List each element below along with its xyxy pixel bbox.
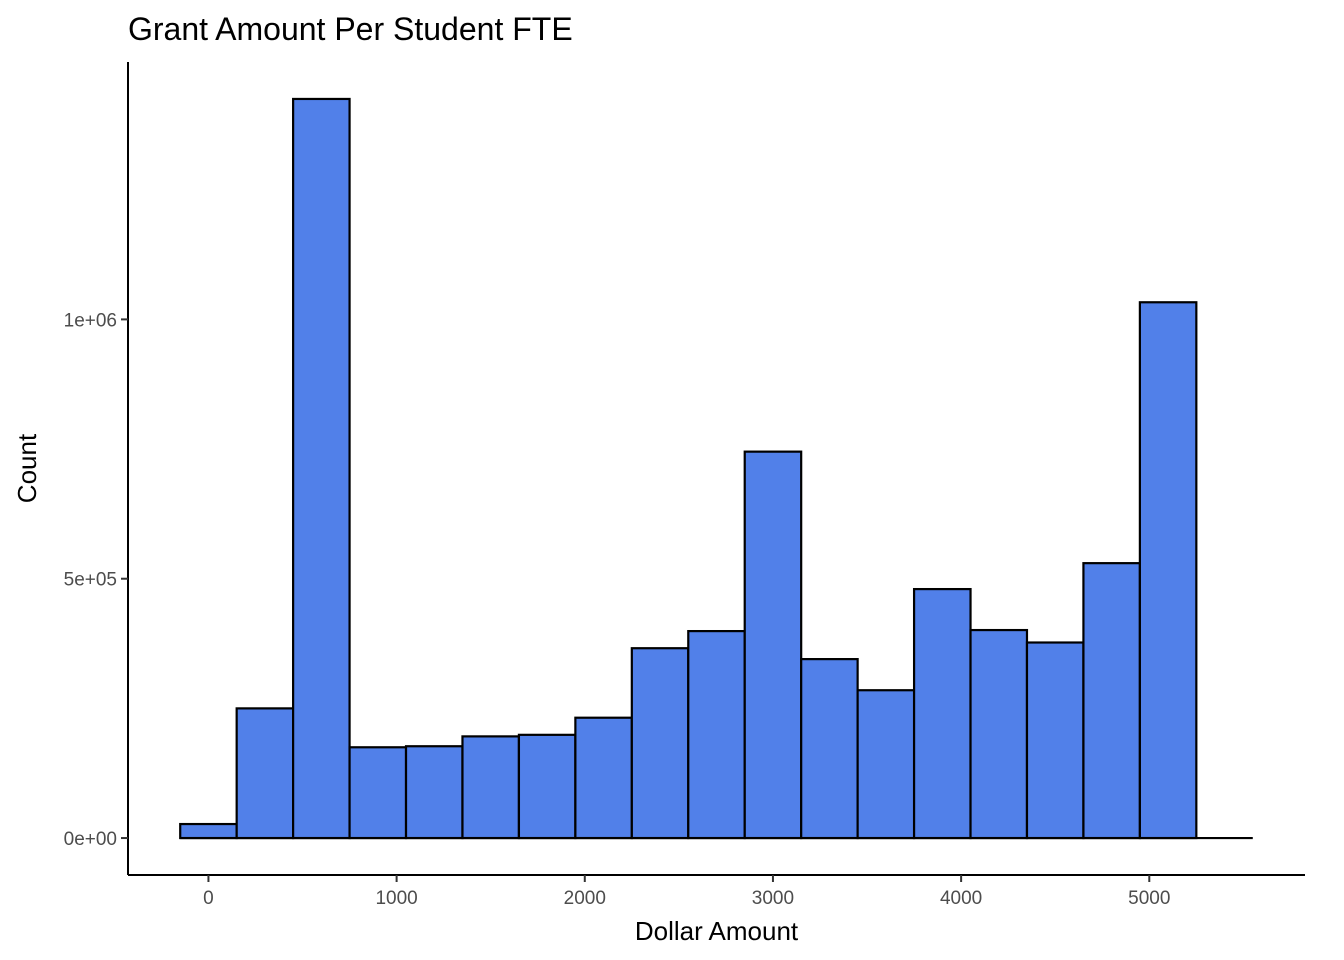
histogram-bar-17: [1082, 562, 1141, 840]
histogram-bar-1: [179, 822, 238, 840]
histogram-bar-7: [517, 733, 577, 840]
y-tick-label-0e+00: 0e+00: [64, 829, 117, 850]
x-tick-label-2000: 2000: [564, 888, 606, 909]
x-axis-ticks: 0 1000 2000 3000 4000 5000: [203, 875, 1170, 909]
histogram-bar-3: [292, 97, 351, 840]
x-tick-label-1000: 1000: [375, 888, 417, 909]
histogram-bar-2: [235, 707, 295, 840]
x-tick-label-5000: 5000: [1128, 888, 1170, 909]
x-axis-title: Dollar Amount: [635, 916, 799, 946]
histogram-bar-10: [687, 629, 746, 840]
histogram-bar-13: [856, 689, 916, 840]
histogram-bar-6: [461, 735, 521, 840]
histogram-bar-5: [404, 745, 464, 840]
histogram-bar-15: [969, 628, 1029, 840]
histogram-bar-14: [912, 587, 972, 840]
y-tick-label-1e+06: 1e+06: [64, 310, 117, 331]
x-tick-label-0: 0: [203, 888, 214, 909]
y-tick-label-5e+05: 5e+05: [64, 570, 117, 591]
x-tick-label-4000: 4000: [940, 888, 982, 909]
histogram-bar-11: [743, 450, 803, 840]
histogram-bar-12: [800, 658, 859, 840]
chart-title: Grant Amount Per Student FTE: [128, 11, 573, 47]
bars-group: [179, 97, 1253, 840]
x-tick-label-3000: 3000: [752, 888, 794, 909]
histogram-bar-8: [574, 716, 633, 840]
histogram-bar-18: [1138, 301, 1198, 840]
y-axis-title: Count: [12, 433, 42, 503]
y-axis-ticks: 0e+00 5e+05 1e+06: [64, 310, 128, 850]
histogram-bar-4: [348, 746, 408, 840]
histogram-bar-9: [630, 647, 690, 840]
histogram-bar-16: [1025, 641, 1085, 840]
